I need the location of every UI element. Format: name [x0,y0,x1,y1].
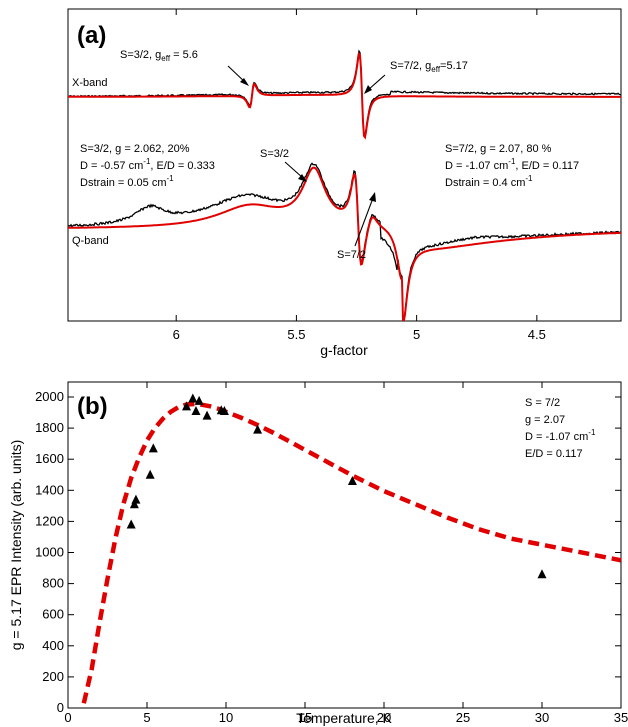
qband-experiment-trace [67,162,622,321]
panel-b-y-tick-label: 600 [42,607,64,622]
xband-s72-arrowhead [364,85,372,94]
xband-s32-annotation: S=3/2, geff = 5.6 [120,49,198,63]
qband-s72-parameters: S=7/2, g = 2.07, 80 % D = -1.07 cm-1, E/… [445,143,579,189]
panel-b-y-tick-label: 1600 [35,451,64,466]
qband-s32-annotation: S=3/2 [260,148,289,160]
qband-s32-arrowhead [298,174,307,182]
b-param-line-2: g = 2.07 [525,414,565,426]
panel-b-y-tick-label: 1400 [35,482,64,497]
panel-a: (a) 6 5.5 5 4.5 X-band Q-band S=3/2, geff =… [67,8,622,358]
data-point [253,424,263,434]
b-param-line-4: E/D = 0.117 [525,448,583,460]
left-param-line-1: S=3/2, g = 2.062, 20% [80,143,190,155]
right-param-line-3: Dstrain = 0.4 cm-1 [445,174,533,189]
panel-b-x-axis-title: Temperature, K [296,710,392,726]
data-point [202,410,212,420]
panel-b-y-tick-label: 1000 [35,545,64,560]
panel-b-x-tick-label: 10 [219,710,233,725]
panel-a-frame [67,8,622,322]
panel-b-frame [67,381,622,709]
qband-s72-annotation: S=7/2 [337,249,366,261]
panel-b-ticks: 0 5 10 15 20 25 30 35 0 200 400 600 800 1000 1200 1400 1… [35,382,628,725]
panel-a-x-tick-label: 6 [173,327,180,342]
data-point [537,569,547,579]
panel-a-x-ticks: 6 5.5 5 4.5 [173,9,546,342]
panel-b-data-points [126,393,547,579]
data-point [145,469,155,479]
data-point [188,393,198,403]
panel-b-x-tick-label: 35 [614,710,628,725]
panel-b-x-tick-label: 5 [143,710,150,725]
panel-a-x-tick-label: 5 [413,327,420,342]
xband-simulation-trace [68,51,621,140]
data-point [219,405,229,415]
panel-b-y-tick-label: 0 [57,700,64,715]
data-point [148,443,158,453]
xband-s72-arrow [367,74,386,91]
panel-b-label: (b) [77,393,108,420]
panel-a-x-axis-title: g-factor [320,342,368,358]
panel-b: (b) 0 5 10 15 20 25 30 35 0 200 400 600 800 1000 1200 1… [8,381,628,726]
data-point [347,475,357,485]
xband-label: X-band [72,77,107,89]
qband-s32-arrow [284,161,304,179]
panel-b-x-tick-label: 0 [64,710,71,725]
panel-b-y-tick-label: 1200 [35,513,64,528]
panel-b-y-tick-label: 2000 [35,389,64,404]
panel-a-x-tick-label: 4.5 [528,327,546,342]
panel-b-x-tick-label: 20 [377,710,391,725]
data-point [191,405,201,415]
qband-s72-arrowhead [369,192,376,202]
data-point [194,395,204,405]
panel-b-x-tick-label: 15 [298,710,312,725]
left-param-line-2: D = -0.57 cm-1, E/D = 0.333 [80,157,215,172]
qband-s32-parameters: S=3/2, g = 2.062, 20% D = -0.57 cm-1, E/… [80,143,215,189]
b-param-line-3: D = -1.07 cm-1 [525,428,596,443]
panel-a-x-tick-label: 5.5 [287,327,305,342]
panel-b-x-tick-label: 30 [535,710,549,725]
panel-b-y-tick-label: 400 [42,638,64,653]
right-param-line-2: D = -1.07 cm-1, E/D = 0.117 [445,157,579,172]
data-point [182,401,191,411]
b-param-line-1: S = 7/2 [525,397,560,409]
panel-a-label: (a) [77,22,106,49]
qband-label: Q-band [72,235,109,247]
xband-s72-annotation: S=7/2, geff=5.17 [390,60,468,74]
panel-b-x-tick-label: 25 [456,710,470,725]
data-point [129,499,139,509]
panel-b-y-tick-label: 800 [42,576,64,591]
xband-s32-arrowhead [240,78,249,86]
panel-b-y-axis-title: g = 5.17 EPR Intensity (arb. units) [8,440,24,651]
qband-simulation-trace [68,166,621,321]
data-point [126,519,136,529]
panel-b-parameters: S = 7/2 g = 2.07 D = -1.07 cm-1 E/D = 0.… [525,397,596,460]
panel-b-y-tick-label: 1800 [35,420,64,435]
panel-b-y-tick-label: 200 [42,669,64,684]
right-param-line-1: S=7/2, g = 2.07, 80 % [445,143,552,155]
data-point [131,494,141,504]
left-param-line-3: Dstrain = 0.05 cm-1 [80,174,174,189]
qband-s72-arrow [354,197,374,247]
